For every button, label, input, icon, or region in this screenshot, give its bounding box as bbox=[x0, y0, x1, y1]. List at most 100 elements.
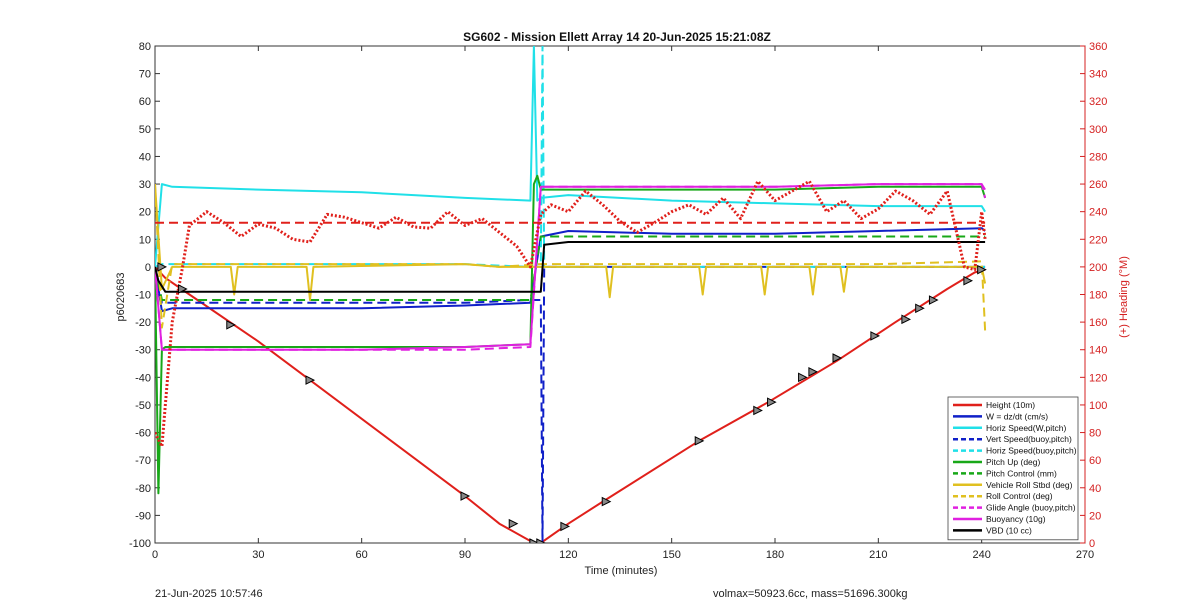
y-tick-label: 70 bbox=[139, 69, 151, 81]
y-axis-right-label: (+) Heading (°M) bbox=[1118, 256, 1130, 338]
series-line-11 bbox=[155, 241, 986, 293]
y-axis-label: p6020683 bbox=[115, 273, 127, 322]
series-line-6 bbox=[155, 235, 986, 301]
series-group bbox=[155, 46, 987, 543]
y-right-tick-label: 0 bbox=[1089, 538, 1095, 550]
height-marker bbox=[963, 275, 974, 286]
series-line-7 bbox=[155, 184, 987, 301]
y-tick-label: 0 bbox=[145, 262, 151, 274]
x-tick-label: 30 bbox=[252, 549, 264, 561]
height-marker bbox=[832, 353, 843, 363]
x-tick-label: 240 bbox=[972, 549, 990, 561]
y-tick-label: 60 bbox=[139, 96, 151, 108]
y-right-tick-label: 180 bbox=[1089, 290, 1107, 302]
y-tick-label: 50 bbox=[139, 124, 151, 136]
series-line-1 bbox=[155, 227, 986, 313]
y-tick-label: -50 bbox=[135, 400, 151, 412]
legend-entry: Pitch Control (mm) bbox=[986, 468, 1057, 478]
y-right-tick-label: 300 bbox=[1089, 124, 1107, 136]
x-tick-label: 150 bbox=[662, 549, 680, 561]
height-marker bbox=[560, 521, 571, 532]
y-right-tick-label: 80 bbox=[1089, 428, 1101, 440]
height-marker bbox=[798, 372, 808, 383]
y-tick-label: 30 bbox=[139, 179, 151, 191]
legend-entry: Vehicle Roll Stbd (deg) bbox=[986, 480, 1073, 490]
height-marker bbox=[157, 262, 168, 272]
legend-entry: Pitch Up (deg) bbox=[986, 457, 1040, 467]
chart-title: SG602 - Mission Ellett Array 14 20-Jun-2… bbox=[463, 30, 771, 44]
x-axis-label: Time (minutes) bbox=[585, 565, 658, 577]
y-right-tick-label: 100 bbox=[1089, 400, 1107, 412]
y-tick-label: 40 bbox=[139, 151, 151, 163]
legend-entry: Glide Angle (buoy,pitch) bbox=[986, 503, 1076, 513]
x-tick-label: 180 bbox=[766, 549, 784, 561]
legend: Height (10m)W = dz/dt (cm/s) Horiz Speed(… bbox=[947, 396, 1079, 541]
y-tick-label: 20 bbox=[139, 207, 151, 219]
axes-box bbox=[154, 45, 1086, 544]
series-line-10 bbox=[155, 183, 986, 351]
height-marker bbox=[508, 518, 519, 529]
y-tick-label: -10 bbox=[135, 290, 151, 302]
height-marker bbox=[460, 491, 471, 501]
legend-entry: Horiz Speed(W,pitch) bbox=[986, 423, 1066, 433]
y-right-tick-label: 260 bbox=[1089, 179, 1107, 191]
y-tick-label: -20 bbox=[135, 317, 151, 329]
y-tick-label: -30 bbox=[135, 345, 151, 357]
y-right-tick-label: 120 bbox=[1089, 372, 1107, 384]
series-line-8 bbox=[155, 184, 987, 331]
y-right-tick-label: 240 bbox=[1089, 207, 1107, 219]
footer-timestamp: 21-Jun-2025 10:57:46 bbox=[155, 588, 263, 600]
height-marker bbox=[901, 314, 912, 325]
x-tick-label: 0 bbox=[152, 549, 158, 561]
height-marker bbox=[767, 397, 777, 407]
y-right-tick-label: 20 bbox=[1089, 510, 1101, 522]
y-tick-label: -40 bbox=[135, 372, 151, 384]
y-tick-label: -100 bbox=[129, 538, 151, 550]
y-tick-label: 10 bbox=[139, 234, 151, 246]
legend-entry: Buoyancy (10g) bbox=[986, 514, 1046, 524]
height-marker bbox=[753, 405, 763, 416]
footer-summary: volmax=50923.6cc, mass=51696.300kg bbox=[713, 588, 908, 600]
legend-entry: Roll Control (deg) bbox=[986, 491, 1053, 501]
y-right-tick-label: 160 bbox=[1089, 317, 1107, 329]
height-marker bbox=[529, 538, 540, 543]
y-right-tick-label: 200 bbox=[1089, 262, 1107, 274]
height-marker bbox=[928, 295, 939, 305]
height-marker bbox=[870, 331, 881, 341]
y-tick-label: -60 bbox=[135, 428, 151, 440]
x-tick-label: 210 bbox=[869, 549, 887, 561]
y-tick-label: 80 bbox=[139, 41, 151, 53]
height-marker bbox=[694, 436, 705, 446]
height-marker bbox=[226, 320, 236, 330]
legend-entry: VBD (10 cc) bbox=[986, 525, 1032, 535]
y-right-tick-label: 360 bbox=[1089, 41, 1107, 53]
height-marker bbox=[808, 367, 819, 377]
height-marker bbox=[305, 375, 316, 385]
series-line-4 bbox=[155, 46, 986, 268]
y-tick-label: -80 bbox=[135, 483, 151, 495]
legend-entry: Vert Speed(buoy,pitch) bbox=[986, 434, 1072, 444]
y-tick-label: -90 bbox=[135, 510, 151, 522]
y-right-tick-label: 280 bbox=[1089, 151, 1107, 163]
legend-box bbox=[947, 396, 1079, 541]
y-right-tick-label: 320 bbox=[1089, 96, 1107, 108]
y-right-tick-label: 340 bbox=[1089, 69, 1107, 81]
x-tick-label: 270 bbox=[1076, 549, 1094, 561]
plot-area: 0 30 60 90 120 150 180 210 240 270-100-90-80-70-6… bbox=[129, 41, 1107, 561]
x-tick-label: 60 bbox=[356, 549, 368, 561]
y-right-tick-label: 40 bbox=[1089, 483, 1101, 495]
x-tick-label: 90 bbox=[459, 549, 471, 561]
legend-entry: W = dz/dt (cm/s) bbox=[986, 411, 1048, 421]
y-tick-label: -70 bbox=[135, 455, 151, 467]
height-marker bbox=[977, 264, 987, 275]
series-line-2 bbox=[155, 46, 986, 267]
height-marker bbox=[601, 496, 612, 507]
x-tick-label: 120 bbox=[559, 549, 577, 561]
series-line-12 bbox=[155, 179, 987, 448]
legend-entry: Height (10m) bbox=[986, 400, 1035, 410]
y-right-tick-label: 60 bbox=[1089, 455, 1101, 467]
y-right-tick-label: 220 bbox=[1089, 234, 1107, 246]
y-right-tick-label: 140 bbox=[1089, 345, 1107, 357]
height-marker bbox=[915, 303, 925, 314]
